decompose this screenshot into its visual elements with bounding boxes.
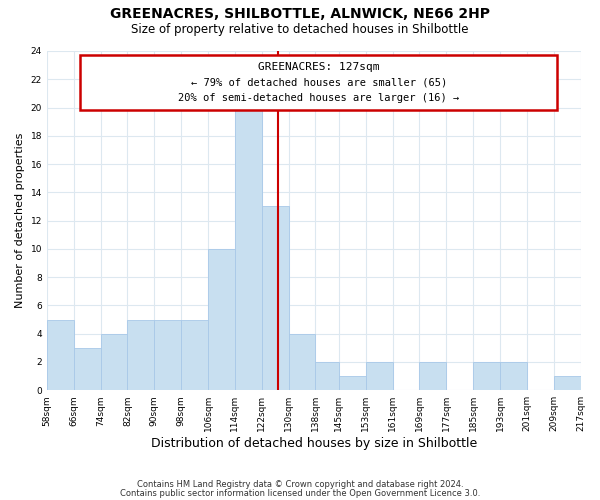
Text: Size of property relative to detached houses in Shilbottle: Size of property relative to detached ho… xyxy=(131,22,469,36)
Bar xyxy=(500,362,527,390)
Bar xyxy=(235,108,262,390)
Bar xyxy=(181,320,208,390)
Y-axis label: Number of detached properties: Number of detached properties xyxy=(15,133,25,308)
Bar xyxy=(47,320,74,390)
Bar xyxy=(473,362,500,390)
Bar xyxy=(208,249,235,390)
Text: GREENACRES: 127sqm: GREENACRES: 127sqm xyxy=(258,62,379,72)
X-axis label: Distribution of detached houses by size in Shilbottle: Distribution of detached houses by size … xyxy=(151,437,477,450)
Bar xyxy=(366,362,392,390)
Bar xyxy=(262,206,289,390)
Bar xyxy=(74,348,101,390)
Text: GREENACRES, SHILBOTTLE, ALNWICK, NE66 2HP: GREENACRES, SHILBOTTLE, ALNWICK, NE66 2H… xyxy=(110,8,490,22)
Text: Contains HM Land Registry data © Crown copyright and database right 2024.: Contains HM Land Registry data © Crown c… xyxy=(137,480,463,489)
Text: ← 79% of detached houses are smaller (65): ← 79% of detached houses are smaller (65… xyxy=(191,77,447,87)
Bar xyxy=(154,320,181,390)
Bar xyxy=(289,334,316,390)
Text: Contains public sector information licensed under the Open Government Licence 3.: Contains public sector information licen… xyxy=(120,489,480,498)
Bar xyxy=(127,320,154,390)
Bar xyxy=(316,362,339,390)
Bar xyxy=(419,362,446,390)
Bar xyxy=(339,376,366,390)
FancyBboxPatch shape xyxy=(80,55,557,110)
Bar xyxy=(554,376,581,390)
Text: 20% of semi-detached houses are larger (16) →: 20% of semi-detached houses are larger (… xyxy=(178,92,460,102)
Bar xyxy=(101,334,127,390)
